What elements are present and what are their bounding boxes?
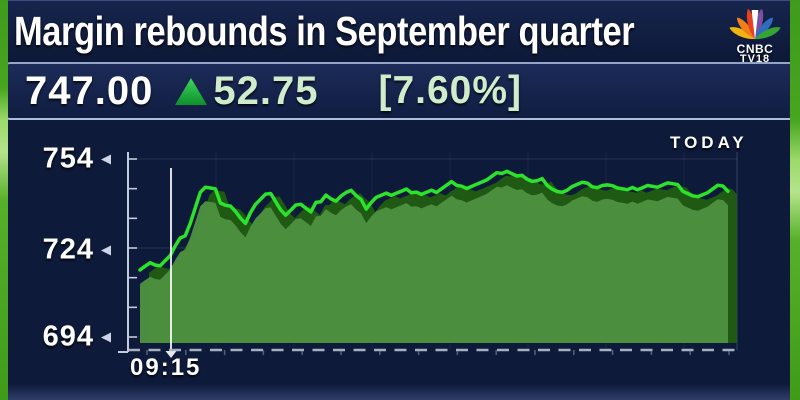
left-arrow-icon: [101, 332, 111, 342]
price-chart-canvas: [118, 152, 738, 358]
bottom-glow: [0, 384, 800, 400]
headline-bar: Margin rebounds in September quarter CNB…: [0, 0, 800, 65]
time-cursor: [165, 168, 177, 358]
price-area-fill: [140, 185, 728, 343]
x-axis-dashed-baseline: [128, 348, 737, 355]
up-triangle-icon: [175, 77, 208, 105]
y-tick-label-724: 724: [22, 234, 111, 267]
y-tick-label-694: 694: [22, 321, 111, 354]
headline-text: Margin rebounds in September quarter: [14, 8, 635, 54]
last-price: 747.00: [25, 68, 154, 113]
price-ticker-bar: 747.00 52.75 [7.60%]: [6, 62, 794, 120]
y-tick-label-754: 754: [22, 143, 111, 176]
right-edge-stripe: [790, 0, 800, 400]
left-arrow-icon: [101, 245, 111, 255]
price-change-percent: [7.60%]: [378, 69, 523, 112]
price-change: 52.75: [213, 68, 319, 113]
x-tick-label-0915: 09:15: [130, 354, 202, 381]
intraday-chart: TODAY 754 724 694 09:15: [0, 120, 800, 400]
period-badge: TODAY: [670, 133, 748, 152]
logo-text-cnbc: CNBC: [736, 42, 774, 56]
cnbc-tv18-logo: CNBC TV18: [726, 5, 784, 65]
peacock-icon: [729, 8, 781, 40]
left-edge-stripe: [0, 0, 8, 400]
y-axis: [118, 152, 137, 353]
price-line: [138, 169, 730, 272]
logo-text-tv18: TV18: [739, 53, 771, 65]
left-arrow-icon: [101, 154, 111, 164]
